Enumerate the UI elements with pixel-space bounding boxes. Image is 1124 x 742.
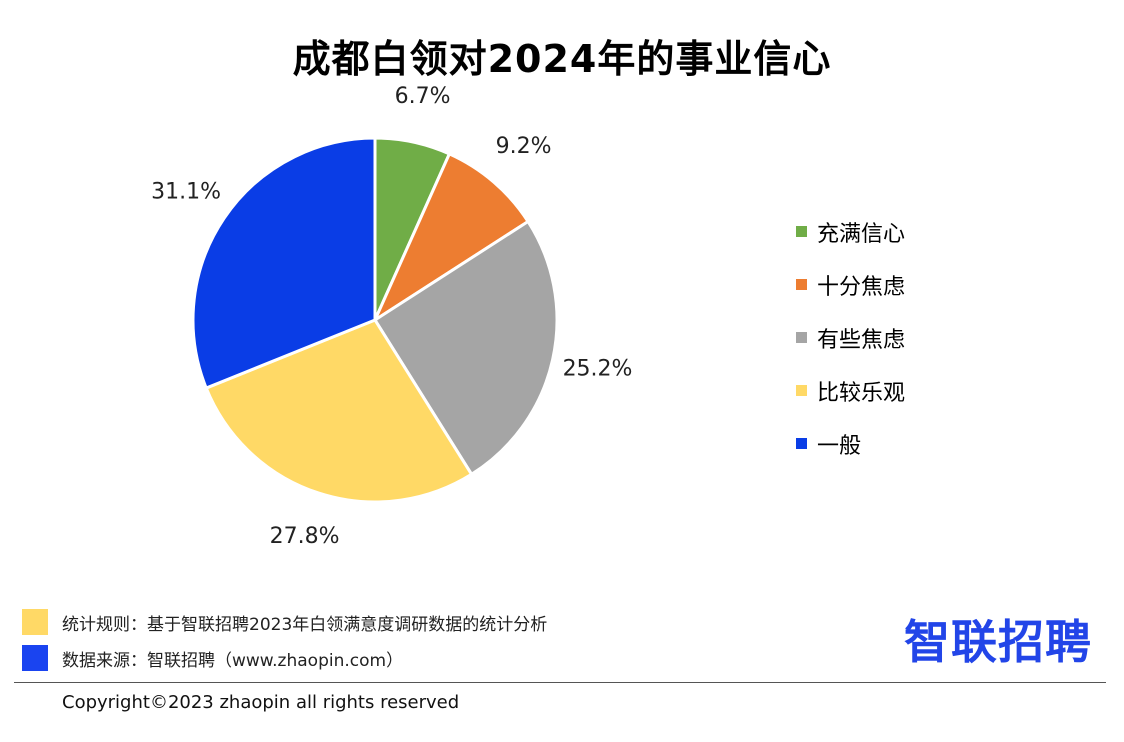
chart-title: 成都白领对2024年的事业信心 xyxy=(292,37,832,81)
data-label-5: 31.1% xyxy=(151,179,221,204)
legend-swatch xyxy=(796,385,807,396)
pie-slice-5 xyxy=(191,136,377,391)
data-label-2: 9.2% xyxy=(496,134,552,159)
legend-label: 一般 xyxy=(817,433,862,459)
legend-label: 十分焦虑 xyxy=(817,274,906,300)
data-label-4: 27.8% xyxy=(270,524,340,549)
legend-swatch xyxy=(796,279,807,290)
note-statistics-rule: 统计规则：基于智联招聘2023年白领满意度调研数据的统计分析 xyxy=(22,604,547,640)
data-label-1: 6.7% xyxy=(395,84,451,109)
copyright: Copyright©2023 zhaopin all rights reserv… xyxy=(62,692,460,713)
legend-item: 一般 xyxy=(796,417,905,470)
pie-chart: 6.7% 9.2% 25.2% 27.8% 31.1% xyxy=(151,84,633,549)
legend-item: 十分焦虑 xyxy=(796,258,905,311)
divider xyxy=(14,682,1106,683)
legend-label: 有些焦虑 xyxy=(817,327,906,353)
legend-label: 充满信心 xyxy=(817,221,906,247)
legend-item: 有些焦虑 xyxy=(796,311,905,364)
legend-item: 比较乐观 xyxy=(796,364,905,417)
pie-slice-2 xyxy=(371,151,531,324)
legend-swatch xyxy=(796,438,807,449)
note-swatch xyxy=(22,645,48,671)
legend-swatch xyxy=(796,332,807,343)
legend-label: 比较乐观 xyxy=(817,380,906,406)
legend-item: 充满信心 xyxy=(796,205,905,258)
pie-slice-4 xyxy=(204,318,474,504)
legend: 充满信心 十分焦虑 有些焦虑 比较乐观 一般 xyxy=(796,205,905,470)
data-label-3: 25.2% xyxy=(563,357,633,382)
footnotes: 统计规则：基于智联招聘2023年白领满意度调研数据的统计分析 数据来源：智联招聘… xyxy=(22,604,547,676)
pie-slice-3 xyxy=(372,219,559,477)
note-data-source: 数据来源：智联招聘（www.zhaopin.com） xyxy=(22,640,547,676)
zhaopin-logo: 智联招聘 xyxy=(904,615,1092,669)
note-text: 数据来源：智联招聘（www.zhaopin.com） xyxy=(62,650,404,671)
note-text: 统计规则：基于智联招聘2023年白领满意度调研数据的统计分析 xyxy=(62,614,548,635)
legend-swatch xyxy=(796,226,807,237)
note-swatch xyxy=(22,609,48,635)
